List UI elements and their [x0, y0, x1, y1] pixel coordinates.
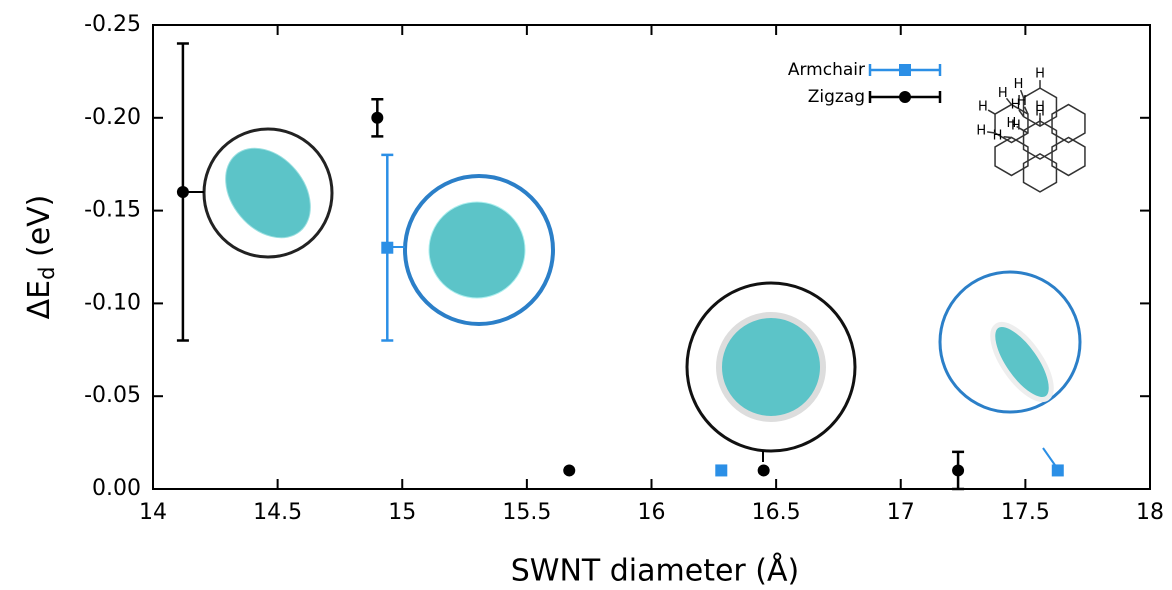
x-tick-label: 16	[638, 500, 666, 525]
x-tick-label: 15.5	[502, 500, 551, 525]
data-point	[177, 186, 189, 198]
structure-bond	[988, 110, 995, 114]
atom-label: H	[1007, 116, 1017, 131]
data-point	[715, 464, 727, 476]
atom-label: H	[993, 129, 1003, 144]
x-axis-label: SWNT diameter (Å)	[511, 553, 799, 589]
legend-marker	[899, 91, 911, 103]
atom-label: H	[1014, 77, 1024, 92]
y-tick-label: -0.25	[84, 12, 141, 37]
molecule-inset	[208, 132, 327, 255]
x-tick-label: 18	[1136, 500, 1164, 525]
atom-label: H	[1035, 67, 1045, 82]
molecule-inset	[429, 202, 525, 298]
legend-label: Armchair	[788, 60, 865, 80]
x-tick-label: 17.5	[1001, 500, 1050, 525]
x-tick-label: 14.5	[253, 500, 302, 525]
molecule-inset	[719, 315, 823, 419]
y-label-main: ΔE	[22, 280, 57, 319]
y-tick-label: 0.00	[92, 476, 141, 501]
data-point	[371, 112, 383, 124]
y-label-sub: d	[35, 267, 59, 280]
y-tick-label: -0.20	[84, 105, 141, 130]
y-axis-label: ΔEd (eV)	[22, 195, 60, 320]
molecule-inset	[982, 316, 1062, 409]
y-tick-label: -0.15	[84, 198, 141, 223]
structure-bond	[1004, 137, 1012, 138]
atom-label: H	[1017, 94, 1027, 109]
y-tick-label: -0.05	[84, 383, 141, 408]
atom-label: H	[976, 123, 986, 138]
data-point	[563, 464, 575, 476]
chart: SWNT diameter (Å) ΔEd (eV) 14 14.5 15 15.5 1…	[0, 0, 1172, 590]
insets	[183, 129, 1080, 468]
atom-label: H	[1035, 105, 1045, 120]
legend-label: Zigzag	[808, 87, 865, 107]
legend-marker	[899, 64, 911, 76]
x-tick-label: 16.5	[752, 500, 801, 525]
data-point	[758, 464, 770, 476]
data-point	[952, 464, 964, 476]
y-label-unit: (eV)	[22, 195, 57, 267]
x-tick-label: 17	[887, 500, 915, 525]
y-tick-label: -0.10	[84, 290, 141, 315]
atom-label: H	[978, 100, 988, 115]
x-tick-label: 14	[139, 500, 167, 525]
atom-label: H	[998, 86, 1008, 101]
data-point	[1052, 464, 1064, 476]
data-point	[381, 242, 393, 254]
x-tick-label: 15	[388, 500, 416, 525]
